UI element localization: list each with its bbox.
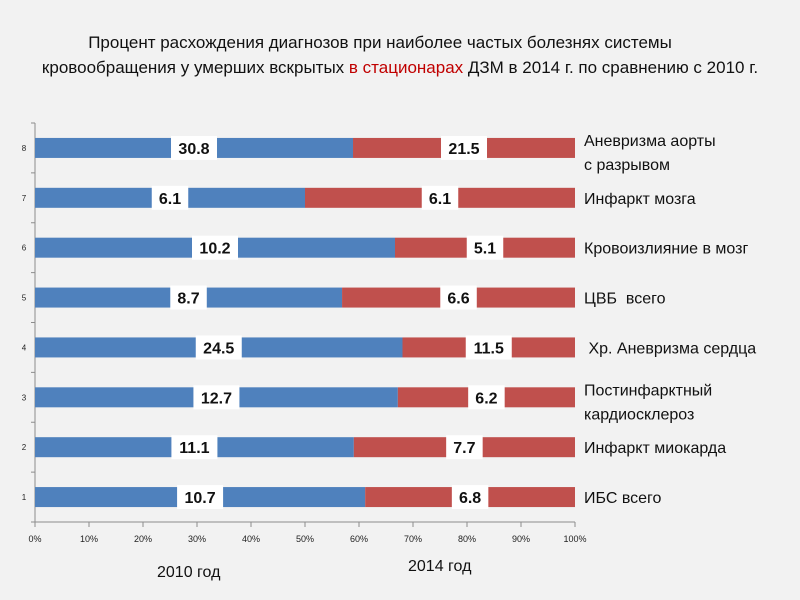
x-tick-label: 0%	[28, 534, 41, 544]
y-tick-label: 8	[22, 144, 27, 153]
x-tick-label: 80%	[458, 534, 476, 544]
data-label-2014: 5.1	[474, 241, 496, 258]
data-label-2014: 6.6	[447, 291, 469, 308]
x-tick-label: 20%	[134, 534, 152, 544]
data-label-2010-box	[193, 385, 240, 410]
y-tick-label: 3	[22, 393, 27, 402]
y-tick-label: 2	[22, 443, 27, 452]
data-label-2014-box	[451, 485, 489, 510]
data-label-2014: 6.8	[459, 490, 481, 507]
category-label: ЦВБ всего	[584, 291, 666, 308]
data-label-2010: 10.7	[185, 490, 216, 507]
y-tick-label: 7	[22, 194, 27, 203]
chart-title: Процент расхождения диагнозов при наибол…	[0, 30, 800, 80]
category-label: Хр. Аневризма сердца	[584, 340, 756, 357]
data-label-2010-box	[170, 285, 207, 310]
data-label-2010: 11.1	[179, 440, 209, 457]
data-label-2014-box	[465, 335, 512, 360]
x-tick-label: 50%	[296, 534, 314, 544]
category-label: ИБС всего	[584, 490, 662, 507]
data-label-2014: 11.5	[474, 340, 504, 357]
x-tick-label: 30%	[188, 534, 206, 544]
data-label-2014-box	[441, 135, 488, 160]
data-label-2010-box	[195, 335, 242, 360]
chart-title-highlight: в стационарах	[348, 58, 464, 77]
data-label-2014-box	[446, 435, 483, 460]
data-label-2014-box	[466, 235, 504, 260]
x-tick-label: 70%	[404, 534, 422, 544]
data-label-2014-box	[468, 385, 505, 410]
data-label-2010-box	[171, 135, 218, 160]
category-label: Инфаркт миокарда	[584, 440, 726, 457]
data-label-2010: 6.1	[159, 191, 181, 208]
data-label-2010: 12.7	[201, 390, 232, 407]
legend-2014: 2014 год	[408, 558, 472, 575]
data-label-2014: 7.7	[453, 440, 475, 457]
data-label-2010: 8.7	[177, 291, 199, 308]
data-label-2010-box	[151, 185, 189, 210]
legend-2010: 2010 год	[157, 564, 221, 581]
data-label-2010: 30.8	[178, 141, 209, 158]
x-tick-label: 90%	[512, 534, 530, 544]
data-label-2010: 24.5	[203, 340, 234, 357]
chart-title-line-2: кровообращения у умерших вскрытых в стац…	[0, 55, 800, 80]
data-label-2010-box	[171, 435, 218, 460]
category-label: с разрывом	[584, 157, 670, 174]
data-label-2014: 6.1	[429, 191, 451, 208]
category-label: кардиосклероз	[584, 406, 694, 423]
data-label-2010-box	[192, 235, 238, 260]
x-tick-label: 100%	[563, 534, 586, 544]
chart-title-line-2-end: ДЗМ в 2014 г. по сравнению с 2010 г.	[463, 58, 759, 77]
data-label-2014-box	[421, 185, 459, 210]
y-tick-label: 4	[22, 343, 27, 352]
category-label: Постинфарктный	[584, 382, 712, 399]
x-tick-label: 10%	[80, 534, 98, 544]
chart-title-line-2-start: кровообращения у умерших вскрытых	[41, 58, 349, 77]
x-tick-label: 60%	[350, 534, 368, 544]
data-label-2010-box	[177, 485, 224, 510]
category-label: Инфаркт мозга	[584, 191, 696, 208]
data-label-2010: 10.2	[199, 241, 230, 258]
data-label-2014: 21.5	[448, 141, 479, 158]
y-tick-label: 1	[22, 493, 27, 502]
chart-title-line-1: Процент расхождения диагнозов при наибол…	[88, 33, 672, 52]
data-label-2014-box	[440, 285, 477, 310]
category-label: Кровоизлияние в мозг	[584, 241, 748, 258]
y-tick-label: 5	[22, 294, 27, 303]
x-tick-label: 40%	[242, 534, 260, 544]
y-tick-label: 6	[22, 244, 27, 253]
category-label: Аневризма аорты	[584, 133, 716, 150]
data-label-2014: 6.2	[475, 390, 497, 407]
